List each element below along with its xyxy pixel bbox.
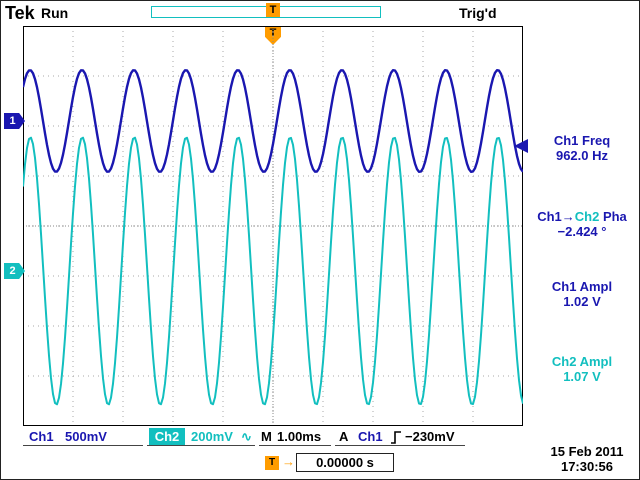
trigger-status: Trig'd — [459, 5, 497, 21]
measurement-label: Ch1 Freq — [553, 133, 611, 148]
phase-suffix-label: Pha — [599, 209, 627, 224]
measurement-label: Ch1 Ampl — [551, 279, 613, 294]
measurement-ch2-ampl: Ch2 Ampl 1.07 V — [525, 354, 639, 384]
phase-dest-label: Ch2 — [574, 209, 600, 224]
acquisition-status: Run — [41, 5, 69, 21]
measurement-label: Ch2 Ampl — [551, 354, 613, 369]
tek-logo: Tek — [5, 3, 35, 23]
trigger-time-value: 0.00000 s — [296, 453, 394, 472]
measurement-value: 1.07 V — [563, 369, 601, 384]
ac-coupling-icon: ∿ — [241, 429, 252, 444]
ch2-scale-value: 200mV — [191, 429, 233, 444]
trigger-position-bar-icon: T — [266, 3, 280, 17]
datetime-display: 15 Feb 2011 17:30:56 — [535, 444, 639, 474]
readout-divider — [259, 445, 331, 446]
time-text: 17:30:56 — [560, 459, 614, 474]
readout-divider — [147, 445, 255, 446]
ch1-scale-value: 500mV — [65, 429, 107, 444]
ch1-ground-marker: 1 — [4, 113, 25, 129]
measurement-label: Ch1→Ch2 Pha — [525, 209, 639, 224]
measurement-ch1-ampl: Ch1 Ampl 1.02 V — [525, 279, 639, 309]
measurement-value: 1.02 V — [563, 294, 601, 309]
timebase-value: 1.00ms — [277, 429, 322, 444]
date-text: 15 Feb 2011 — [550, 444, 624, 459]
rising-edge-icon — [391, 431, 401, 444]
trigger-time-arrow-icon: → — [282, 454, 295, 469]
trigger-source-label: Ch1 — [358, 429, 383, 444]
trigger-time-icon: T — [265, 456, 279, 470]
phase-source-label: Ch1→ — [537, 209, 575, 224]
readout-divider — [23, 445, 143, 446]
ch1-scale-label: Ch1 — [29, 429, 54, 444]
measurement-phase: Ch1→Ch2 Pha −2.424 ° — [525, 209, 639, 239]
waveform-display — [23, 26, 523, 426]
trigger-level-arrow-icon — [514, 139, 528, 153]
trigger-level-value: −230mV — [405, 429, 455, 444]
measurement-value: 962.0 Hz — [555, 148, 609, 163]
trigger-mode-label: A — [339, 429, 349, 444]
measurement-value: −2.424 ° — [557, 224, 607, 239]
ch2-scale-label: Ch2 — [149, 428, 185, 445]
readout-divider — [335, 445, 465, 446]
timebase-label: M — [261, 429, 272, 444]
measurement-ch1-freq: Ch1 Freq 962.0 Hz — [525, 133, 639, 163]
ch2-ground-marker: 2 — [4, 263, 25, 279]
